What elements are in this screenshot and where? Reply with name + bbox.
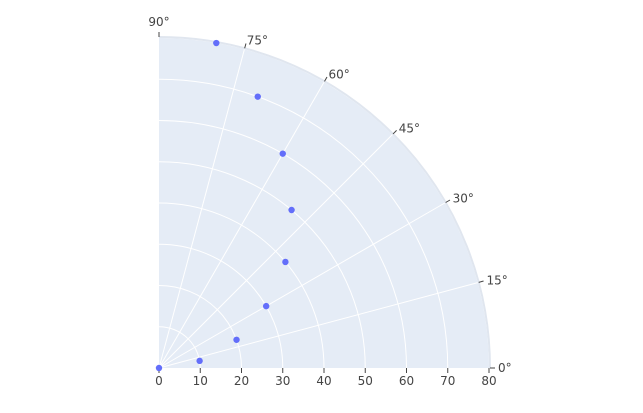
radial-tick-label-10: 10	[193, 374, 208, 388]
angular-tick-label-30: 30°	[453, 192, 474, 206]
radial-tick-marks	[158, 368, 490, 373]
radial-tick-label-70: 70	[440, 374, 455, 388]
angular-tick-label-60: 60°	[329, 67, 350, 81]
data-point-5	[288, 206, 295, 214]
angular-tick-mark-30	[445, 199, 451, 203]
angular-tick-mark-45	[392, 130, 397, 135]
radial-tick-label-40: 40	[316, 374, 331, 388]
data-points	[155, 39, 295, 372]
angular-tick-labels: 0° 15° 30° 45° 60° 75° 90°	[148, 15, 511, 375]
data-point-7	[254, 93, 261, 100]
angular-gridline-60	[158, 81, 325, 369]
angular-tick-label-75: 75°	[247, 34, 268, 48]
angular-tick-mark-15	[478, 280, 484, 283]
angular-gridline-45	[158, 134, 393, 369]
radial-tick-label-0: 0	[155, 374, 163, 388]
data-point-1	[196, 357, 203, 365]
angular-tick-mark-60	[324, 76, 328, 82]
data-point-4	[282, 258, 289, 266]
radial-tick-label-30: 30	[275, 374, 290, 388]
angular-gridlines	[158, 49, 478, 369]
data-point-3	[262, 302, 270, 310]
angular-gridline-15	[158, 282, 478, 369]
radial-tick-label-80: 80	[481, 374, 496, 388]
angular-tick-label-45: 45°	[399, 121, 420, 135]
angular-tick-label-0: 0°	[498, 361, 512, 375]
angular-tick-label-90: 90°	[148, 15, 169, 29]
angular-tick-mark-75	[244, 43, 247, 49]
data-point-6	[279, 150, 286, 157]
radial-tick-labels: 0 10 20 30 40 50 60 70 80	[155, 374, 496, 388]
radial-tick-label-20: 20	[234, 374, 249, 388]
angular-axis-line	[158, 36, 491, 369]
angular-gridline-75	[158, 49, 245, 369]
angular-tick-label-15: 15°	[486, 273, 507, 287]
angular-tick-marks	[158, 32, 495, 369]
radial-tick-label-60: 60	[399, 374, 414, 388]
data-point-8	[213, 39, 220, 47]
data-point-0	[155, 364, 163, 372]
radial-tick-label-50: 50	[358, 374, 373, 388]
data-point-2	[233, 336, 240, 343]
angular-gridline-30	[158, 202, 446, 369]
